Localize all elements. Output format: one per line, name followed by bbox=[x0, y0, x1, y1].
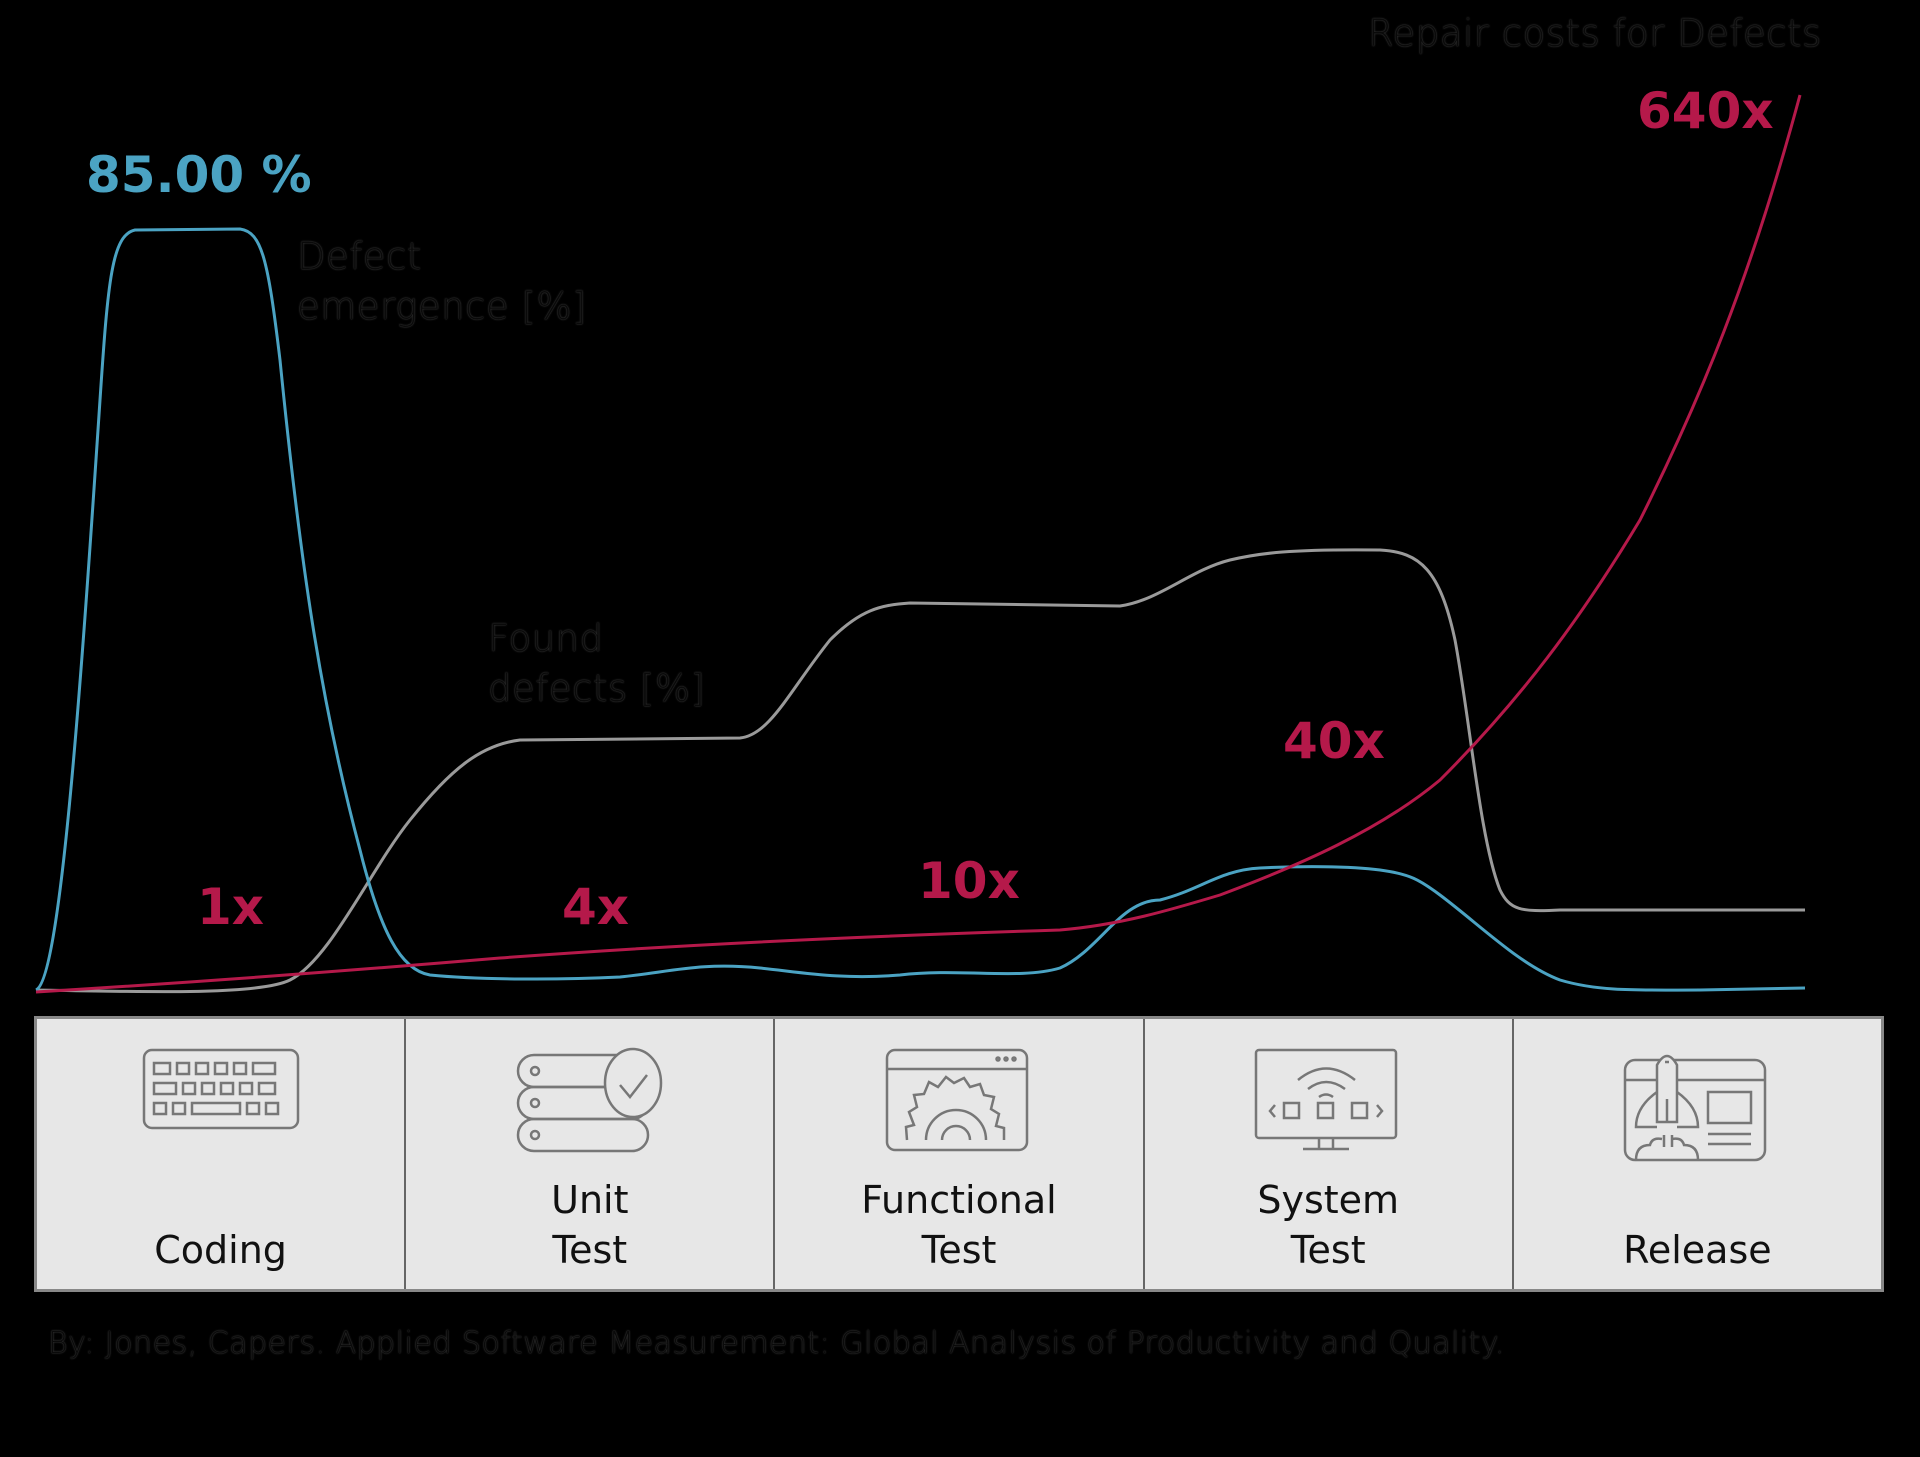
monitor-wifi-icon bbox=[1254, 1048, 1398, 1151]
phase-release: Release bbox=[1514, 1019, 1881, 1289]
found-defects-line bbox=[35, 548, 1805, 994]
chart-plot-area bbox=[35, 94, 1806, 994]
phase-label: Coding bbox=[154, 1228, 287, 1272]
phase-label: Functional Test bbox=[861, 1178, 1057, 1272]
phase-panel: Coding Unit Test Functional Test bbox=[34, 1016, 1884, 1292]
found-defects-label: Found defects [%] bbox=[488, 617, 706, 710]
phase-system-test: System Test bbox=[1145, 1019, 1514, 1289]
multiplier-label-coding: 1x bbox=[197, 878, 265, 936]
phase-label: System Test bbox=[1257, 1178, 1400, 1272]
multiplier-label-system-test: 40x bbox=[1283, 712, 1385, 770]
phase-unit-test: Unit Test bbox=[406, 1019, 776, 1289]
defect-emergence-label: Defect emergence [%] bbox=[297, 235, 587, 328]
browser-gear-icon bbox=[885, 1048, 1029, 1152]
server-check-icon bbox=[516, 1047, 663, 1153]
multiplier-label-functional-test: 10x bbox=[918, 852, 1020, 910]
phase-label: Release bbox=[1623, 1228, 1772, 1272]
phase-functional-test: Functional Test bbox=[775, 1019, 1145, 1289]
chart-title: Repair costs for Defects bbox=[1368, 12, 1822, 55]
rocket-launch-icon bbox=[1624, 1054, 1767, 1162]
multiplier-label-unit-test: 4x bbox=[562, 878, 630, 936]
repair-cost-line bbox=[35, 94, 1802, 994]
peak-percentage-label: 85.00 % bbox=[86, 146, 312, 204]
multiplier-label-release: 640x bbox=[1637, 82, 1774, 140]
keyboard-icon bbox=[142, 1048, 299, 1130]
defect-emergence-line bbox=[35, 227, 1806, 992]
phase-coding: Coding bbox=[37, 1019, 407, 1289]
citation-text: By: Jones, Capers. Applied Software Meas… bbox=[48, 1326, 1505, 1361]
phase-label: Unit Test bbox=[551, 1178, 629, 1272]
